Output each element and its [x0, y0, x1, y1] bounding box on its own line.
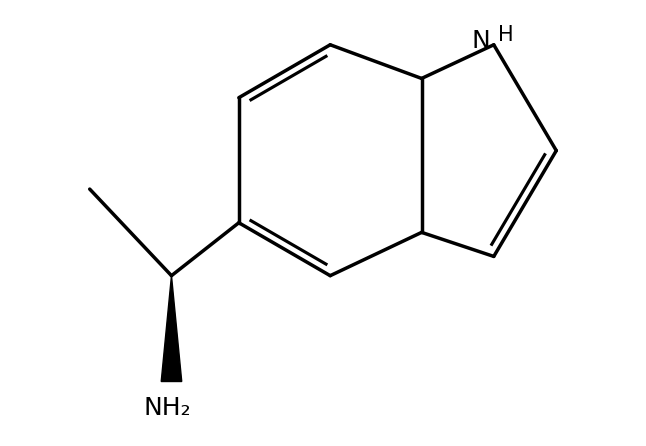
Text: N: N: [471, 29, 490, 53]
Text: H: H: [497, 25, 514, 45]
Text: NH₂: NH₂: [143, 396, 191, 420]
Polygon shape: [162, 276, 182, 381]
